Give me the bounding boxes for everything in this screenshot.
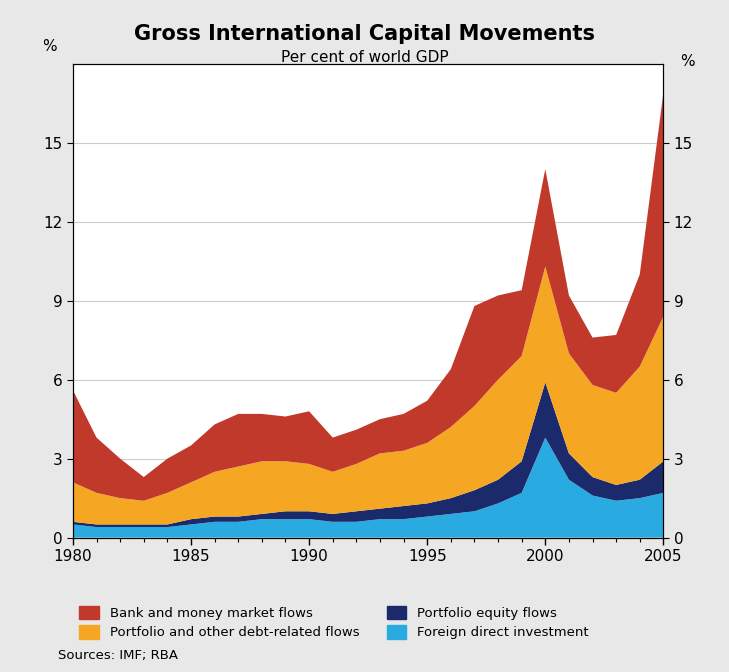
Y-axis label: %: %	[42, 40, 57, 54]
Text: Gross International Capital Movements: Gross International Capital Movements	[134, 24, 595, 44]
Text: Sources: IMF; RBA: Sources: IMF; RBA	[58, 649, 179, 662]
Text: Per cent of world GDP: Per cent of world GDP	[281, 50, 448, 65]
Y-axis label: %: %	[679, 54, 694, 69]
Legend: Portfolio equity flows, Foreign direct investment: Portfolio equity flows, Foreign direct i…	[386, 605, 588, 640]
